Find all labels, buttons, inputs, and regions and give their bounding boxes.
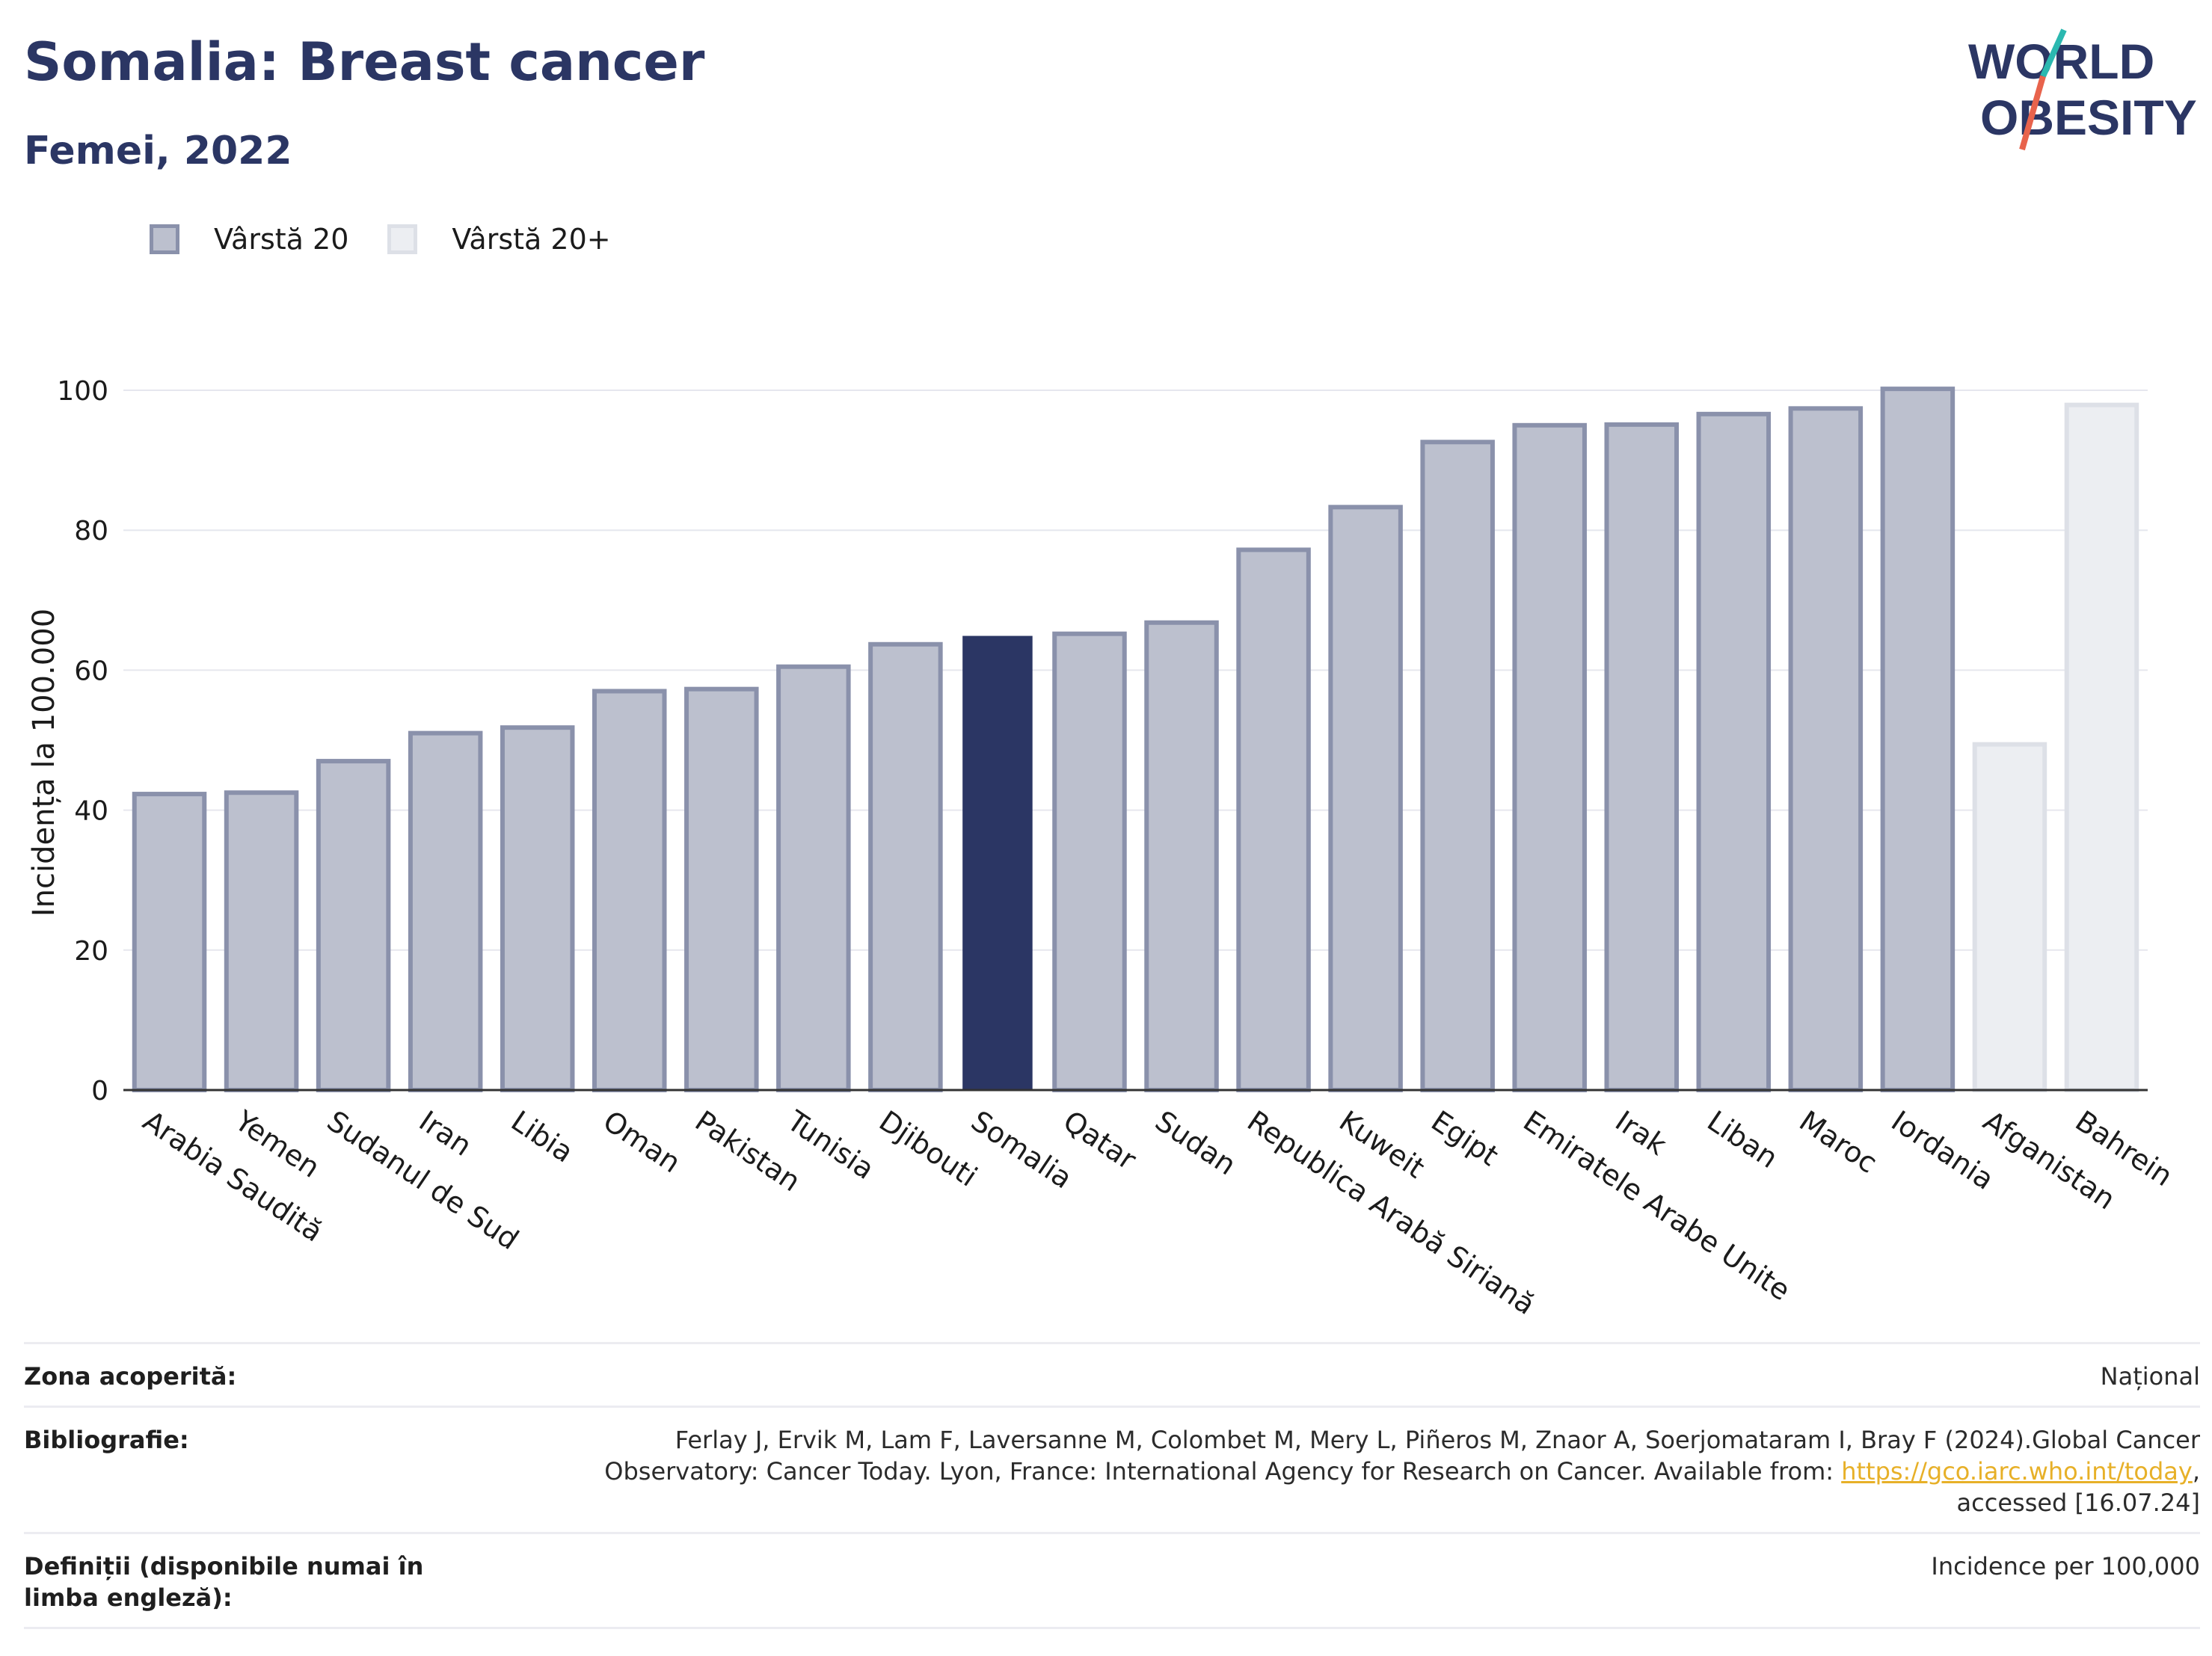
bibliography-line2: Observatory: Cancer Today. Lyon, France:… [604,1457,2200,1486]
bar [1788,406,1864,1092]
footer-row-coverage: Zona acoperită: Național [24,1342,2200,1406]
x-tick-label: Liban [1701,1104,1784,1175]
x-tick-label: Djibouti [873,1104,983,1193]
bar [592,689,667,1092]
footer-label: Bibliografie: [24,1426,189,1454]
bibliography-line1: Ferlay J, Ervik M, Lam F, Laversanne M, … [675,1426,2200,1454]
bar [408,730,483,1092]
y-axis-label: Incidența la 100.000 [27,609,61,917]
y-tick-label: 60 [74,656,108,686]
footer-row-bibliography: Bibliografie: Ferlay J, Ervik M, Lam F, … [24,1406,2200,1532]
bibliography-link[interactable]: https://gco.iarc.who.int/today [1841,1457,2193,1486]
chart-footer: Zona acoperită: Național Bibliografie: F… [24,1342,2200,1629]
logo-line1: WORLD [1968,34,2154,89]
footer-value: Național [2100,1362,2200,1391]
chart-legend: Vârstă 20 Vârstă 20+ [150,223,650,256]
x-tick-label: Maroc [1793,1104,1883,1180]
x-tick-label: Iordania [1885,1104,2000,1196]
page-title: Somalia: Breast cancer [24,31,705,93]
x-tick-label: Irak [1609,1104,1672,1162]
footer-label: Zona acoperită: [24,1362,237,1391]
x-tick-label: Egipt [1425,1104,1505,1172]
bar [132,792,207,1093]
bar [1880,387,1956,1092]
bar [1052,631,1127,1092]
x-tick-label: Oman [597,1104,686,1179]
bar [684,686,759,1092]
bar [316,759,391,1093]
page-subtitle: Femei, 2022 [24,129,292,173]
x-tick-label: Iran [414,1104,478,1163]
legend-item-varsta-20[interactable]: Vârstă 20 [150,223,348,256]
bar [776,664,851,1092]
footer-value: Incidence per 100,000 [1931,1552,2200,1580]
legend-label: Vârstă 20+ [452,223,611,256]
logo-accent-teal [2040,28,2067,78]
legend-swatch-dark [150,224,179,254]
bar [1972,742,2047,1093]
x-tick-label: Sudan [1149,1104,1242,1181]
bar [224,790,299,1092]
bar [2064,402,2139,1092]
logo-accent-coral [2019,75,2046,151]
x-tick-label: Libia [506,1104,580,1169]
bar [1328,505,1403,1092]
legend-label: Vârstă 20 [214,223,349,256]
legend-item-varsta-20-plus[interactable]: Vârstă 20+ [387,223,611,256]
x-tick-label: Pakistan [689,1104,807,1198]
y-tick-label: 20 [74,936,108,967]
footer-value: Ferlay J, Ervik M, Lam F, Laversanne M, … [604,1424,2200,1518]
bibliography-line3: accessed [16.07.24] [1956,1489,2200,1517]
y-tick-label: 80 [74,516,108,547]
footer-row-definitions: Definiții (disponibile numai în limba en… [24,1532,2200,1629]
bar [1144,620,1219,1092]
logo-line2: OBESITY [1980,90,2197,145]
bar [962,635,1033,1090]
bar [1236,547,1311,1092]
y-tick-label: 0 [91,1076,108,1106]
bar [868,641,943,1092]
x-tick-label: Somalia [965,1104,1078,1195]
bar [1696,411,1772,1092]
bar [1512,422,1587,1092]
bar [500,725,575,1092]
footer-label: Definiții (disponibile numai în limba en… [24,1552,424,1612]
bar [1420,440,1495,1092]
y-tick-label: 40 [74,796,108,827]
world-obesity-logo: WORLD OBESITY [1968,28,2197,151]
legend-swatch-light [387,224,418,254]
bar [1604,422,1680,1092]
y-tick-label: 100 [57,376,108,407]
